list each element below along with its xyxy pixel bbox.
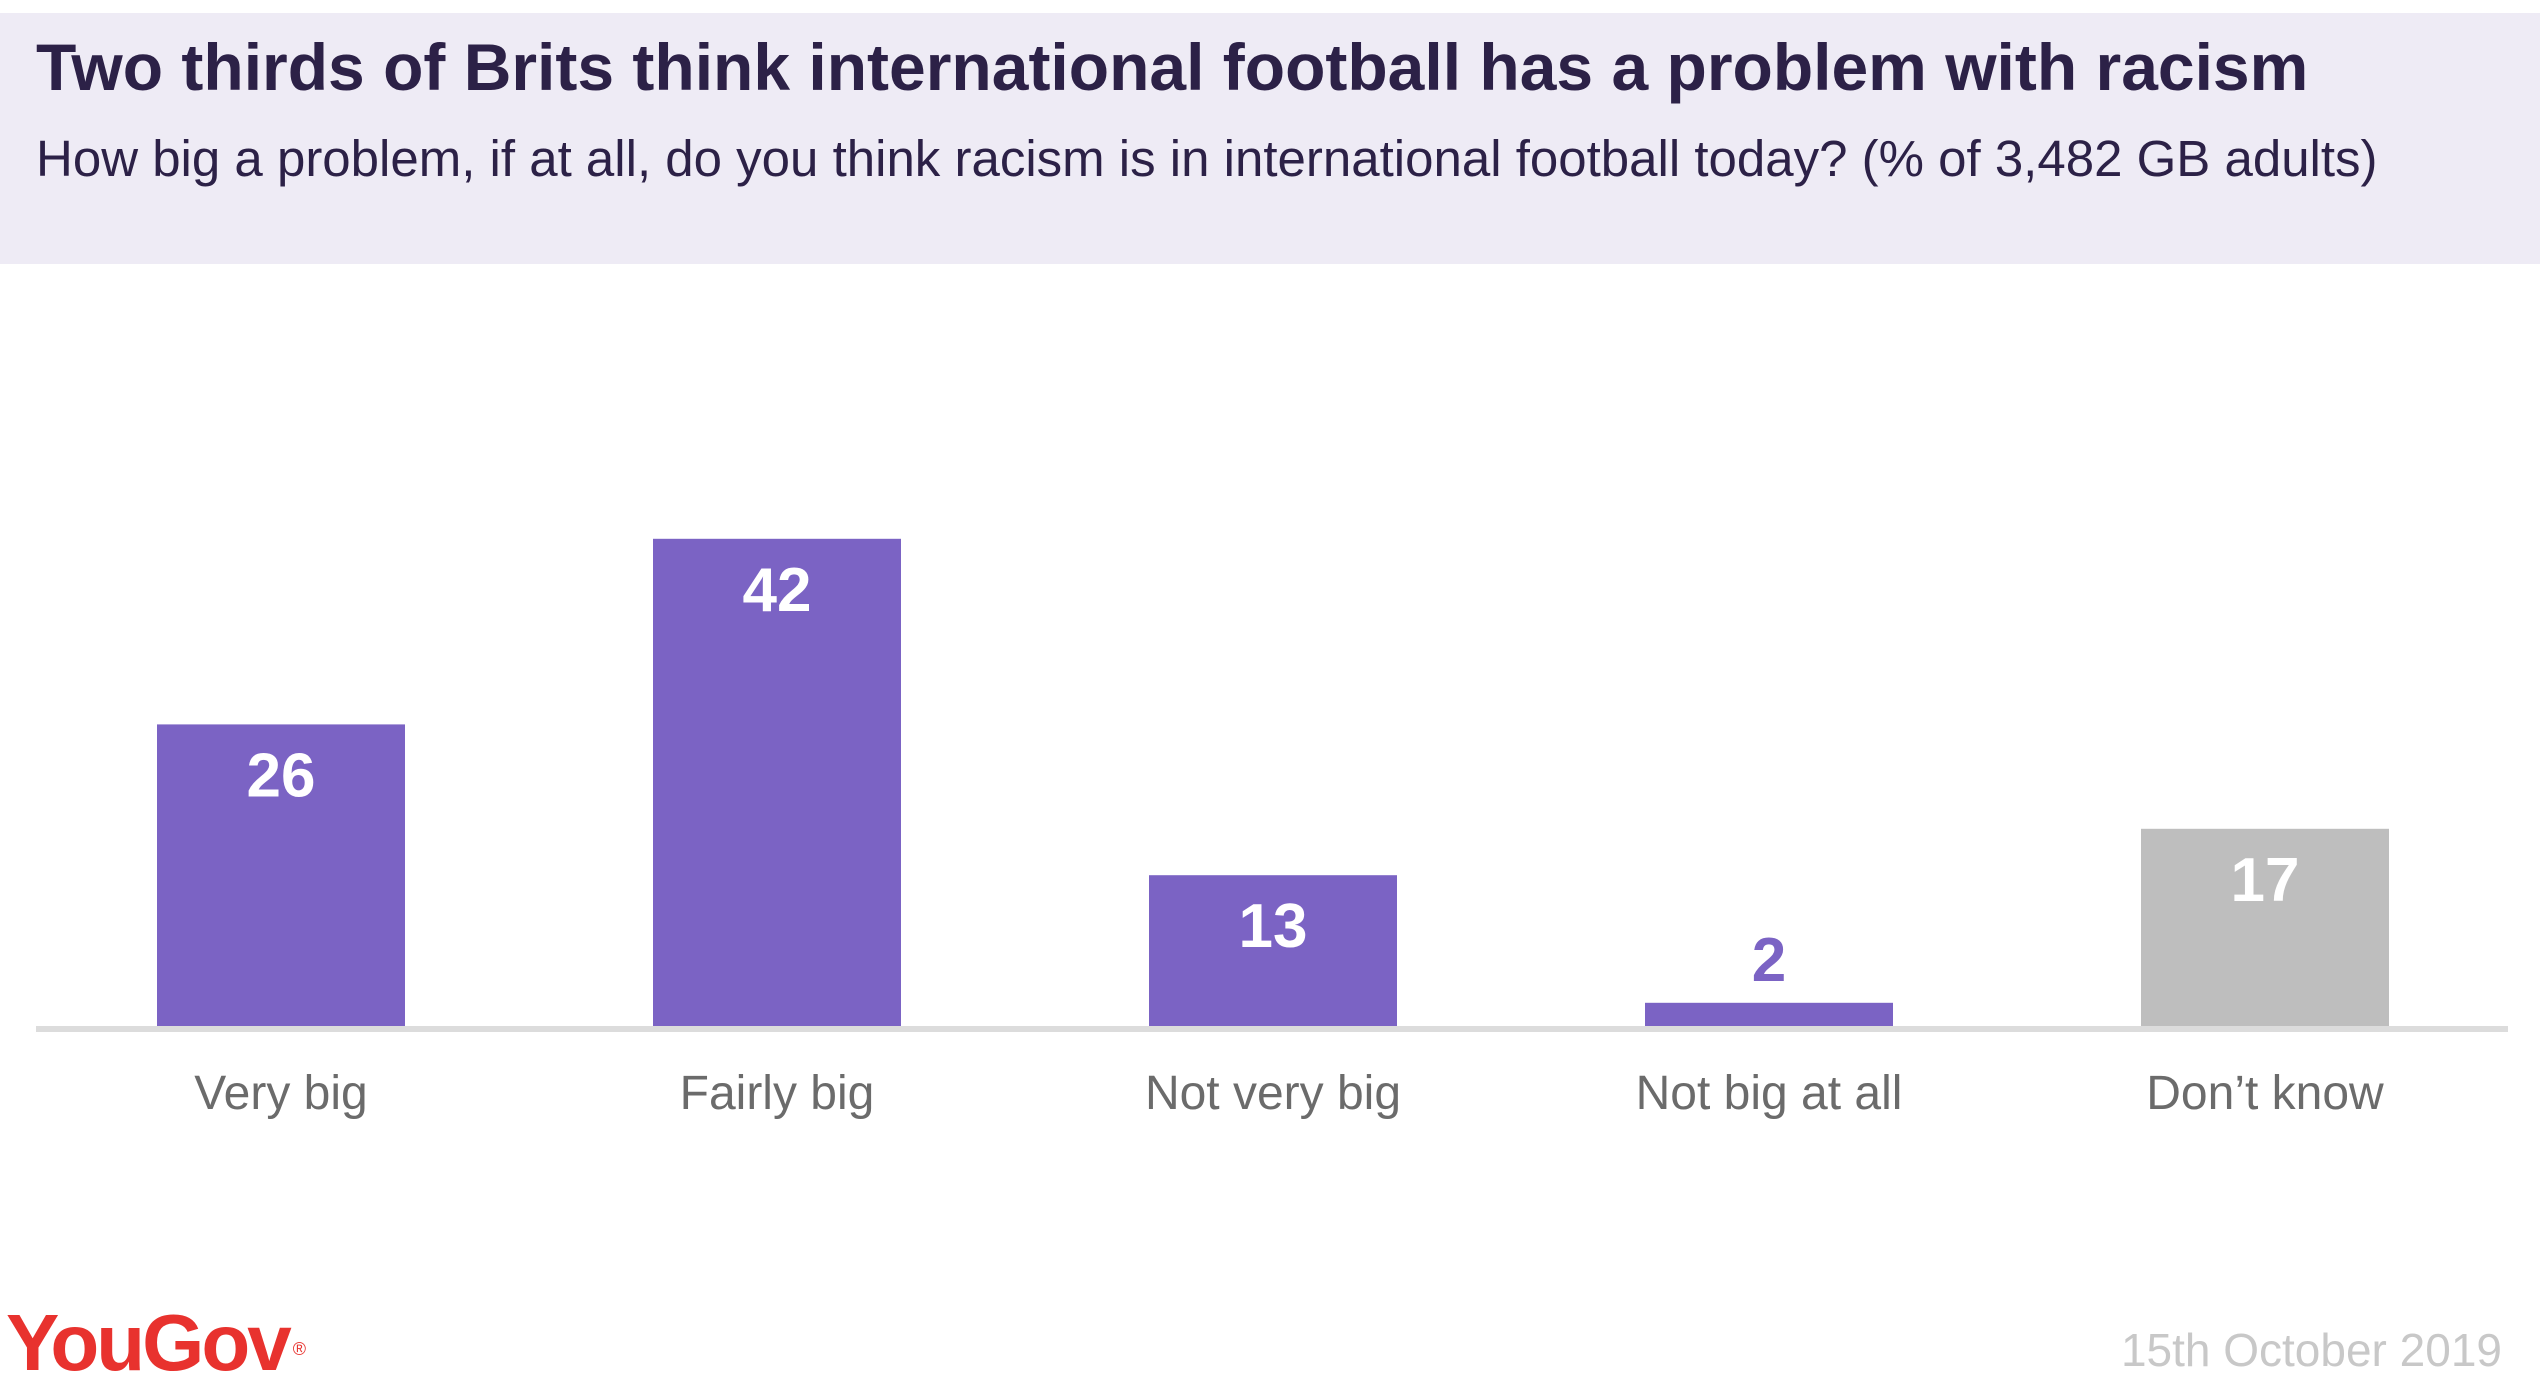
bar-3 <box>1645 1002 1893 1026</box>
yougov-logo: YouGov ® <box>6 1298 306 1388</box>
bar-value-label: 26 <box>247 741 316 810</box>
category-label: Very big <box>194 1067 367 1120</box>
bar-4 <box>2141 828 2389 1026</box>
header-band <box>0 13 2540 264</box>
bars-layer <box>157 538 2389 1026</box>
bar-2 <box>1149 875 1397 1026</box>
category-label: Not very big <box>1145 1067 1401 1120</box>
value-labels-layer: 26 42 13 2 17 <box>247 556 2300 995</box>
category-label: Fairly big <box>680 1067 875 1120</box>
bar-value-label: 2 <box>1752 926 1786 995</box>
bar-value-label: 42 <box>743 556 812 625</box>
brand-name: YouGov <box>6 1298 292 1387</box>
chart-subtitle: How big a problem, if at all, do you thi… <box>36 130 2378 187</box>
category-label: Don’t know <box>2146 1067 2384 1120</box>
bar-0 <box>157 724 405 1026</box>
publication-date: 15th October 2019 <box>2120 1324 2502 1376</box>
category-labels-layer: Very big Fairly big Not very big Not big at… <box>194 1067 2384 1120</box>
registered-mark: ® <box>292 1339 307 1359</box>
bar-1 <box>653 538 901 1026</box>
category-label: Not big at all <box>1636 1067 1903 1120</box>
bar-value-label: 17 <box>2231 846 2300 915</box>
bar-value-label: 13 <box>1239 892 1308 961</box>
chart-title: Two thirds of Brits think international … <box>36 30 2309 104</box>
